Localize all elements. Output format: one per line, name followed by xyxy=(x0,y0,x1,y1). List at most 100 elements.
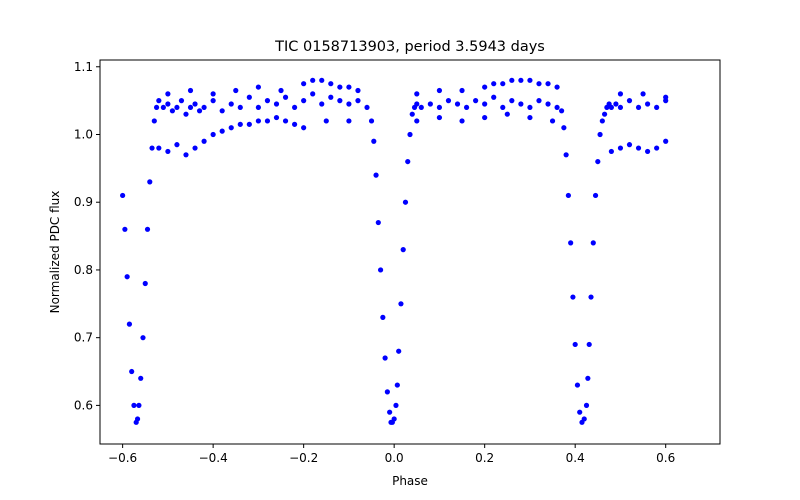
data-point xyxy=(138,375,144,381)
data-point xyxy=(377,267,384,273)
data-point xyxy=(323,118,329,124)
data-point xyxy=(577,409,583,415)
data-point xyxy=(581,416,587,422)
data-point xyxy=(140,335,146,341)
data-point xyxy=(124,274,130,280)
data-point xyxy=(491,81,497,87)
data-point xyxy=(237,104,243,111)
data-point xyxy=(608,104,614,111)
data-point xyxy=(549,118,556,124)
data-point xyxy=(613,101,619,107)
data-point xyxy=(436,87,443,94)
data-point xyxy=(597,131,603,138)
data-point xyxy=(346,101,352,107)
data-point xyxy=(255,104,261,111)
data-point xyxy=(149,145,155,151)
data-point xyxy=(617,104,624,111)
data-point xyxy=(134,416,141,422)
data-point xyxy=(264,98,271,104)
data-point xyxy=(144,226,151,232)
data-point xyxy=(364,104,370,111)
data-point xyxy=(414,91,420,97)
data-point xyxy=(545,81,551,87)
data-point xyxy=(246,121,252,127)
data-point xyxy=(301,98,307,104)
y-axis-label: Normalized PDC flux xyxy=(48,191,62,314)
x-tick-label: 0.0 xyxy=(385,451,404,465)
data-point xyxy=(292,104,298,111)
data-point xyxy=(328,81,334,87)
data-point xyxy=(192,101,198,107)
data-point xyxy=(368,118,375,124)
data-point xyxy=(183,152,189,158)
data-point xyxy=(129,368,135,375)
data-point xyxy=(301,81,307,87)
data-point xyxy=(255,118,261,124)
data-point xyxy=(405,158,411,165)
data-point xyxy=(396,348,402,354)
data-point xyxy=(371,138,377,144)
data-point xyxy=(373,172,379,178)
data-point xyxy=(394,382,400,388)
data-point xyxy=(500,104,506,111)
data-point xyxy=(565,192,571,199)
data-point xyxy=(663,94,669,100)
data-point xyxy=(563,152,569,158)
y-tick-label: 0.6 xyxy=(74,398,93,412)
data-point xyxy=(278,87,284,94)
data-point xyxy=(586,341,592,348)
data-point xyxy=(310,77,316,83)
data-point xyxy=(445,98,452,104)
data-point xyxy=(588,294,594,300)
data-point xyxy=(153,104,160,111)
data-point xyxy=(387,409,393,415)
data-point xyxy=(527,104,533,111)
data-point xyxy=(617,145,624,151)
data-point xyxy=(142,280,148,287)
data-point xyxy=(407,131,413,138)
data-point xyxy=(169,108,176,114)
data-point xyxy=(583,402,590,408)
data-point xyxy=(393,402,399,408)
data-point xyxy=(617,91,624,97)
x-tick-label: 0.6 xyxy=(656,451,675,465)
data-point xyxy=(561,125,567,131)
data-point xyxy=(418,104,424,111)
data-point xyxy=(160,104,166,111)
data-point xyxy=(500,81,506,87)
data-point xyxy=(536,98,542,104)
data-point xyxy=(554,84,560,90)
data-point xyxy=(255,84,261,90)
data-point xyxy=(233,87,239,94)
data-point xyxy=(120,192,126,199)
data-point xyxy=(640,91,646,97)
data-point xyxy=(228,101,234,107)
data-point xyxy=(595,158,601,165)
data-point xyxy=(509,77,515,83)
data-point xyxy=(554,104,560,111)
data-point xyxy=(328,94,334,100)
data-point xyxy=(136,402,142,408)
data-point xyxy=(384,389,390,395)
y-tick-label: 0.9 xyxy=(74,195,93,209)
data-point xyxy=(585,375,591,381)
data-point xyxy=(602,111,608,117)
data-point xyxy=(210,98,216,104)
data-point xyxy=(319,77,325,83)
data-point xyxy=(183,111,189,117)
data-point xyxy=(131,402,137,408)
data-point xyxy=(246,94,252,100)
data-point xyxy=(282,94,289,100)
data-point xyxy=(196,108,203,114)
data-point xyxy=(574,382,581,388)
data-point xyxy=(473,98,479,104)
data-point xyxy=(509,98,515,104)
x-tick-label: 0.4 xyxy=(566,451,585,465)
data-point xyxy=(126,321,133,327)
data-point xyxy=(346,84,352,90)
data-points xyxy=(120,77,669,425)
data-point xyxy=(337,84,343,90)
data-point xyxy=(187,87,194,94)
